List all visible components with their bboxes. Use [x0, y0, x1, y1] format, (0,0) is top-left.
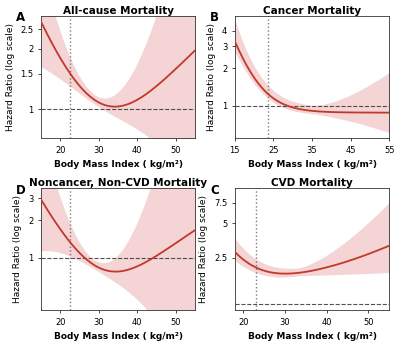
Text: D: D	[16, 184, 26, 196]
Y-axis label: Hazard Ratio (log scale): Hazard Ratio (log scale)	[13, 195, 22, 303]
Title: Noncancer, Non-CVD Mortality: Noncancer, Non-CVD Mortality	[29, 178, 207, 188]
Y-axis label: Hazard Ratio (log scale): Hazard Ratio (log scale)	[6, 23, 14, 131]
Text: C: C	[210, 184, 219, 196]
Title: Cancer Mortality: Cancer Mortality	[263, 6, 361, 16]
Text: B: B	[210, 11, 219, 24]
X-axis label: Body Mass Index ( kg/m²): Body Mass Index ( kg/m²)	[54, 332, 182, 341]
Title: All-cause Mortality: All-cause Mortality	[62, 6, 174, 16]
X-axis label: Body Mass Index ( kg/m²): Body Mass Index ( kg/m²)	[248, 160, 376, 169]
Y-axis label: Hazard Ratio (log scale): Hazard Ratio (log scale)	[207, 23, 216, 131]
X-axis label: Body Mass Index ( kg/m²): Body Mass Index ( kg/m²)	[248, 332, 376, 341]
Title: CVD Mortality: CVD Mortality	[271, 178, 353, 188]
X-axis label: Body Mass Index ( kg/m²): Body Mass Index ( kg/m²)	[54, 160, 182, 169]
Text: A: A	[16, 11, 25, 24]
Y-axis label: Hazard Ratio (log scale): Hazard Ratio (log scale)	[199, 195, 208, 303]
